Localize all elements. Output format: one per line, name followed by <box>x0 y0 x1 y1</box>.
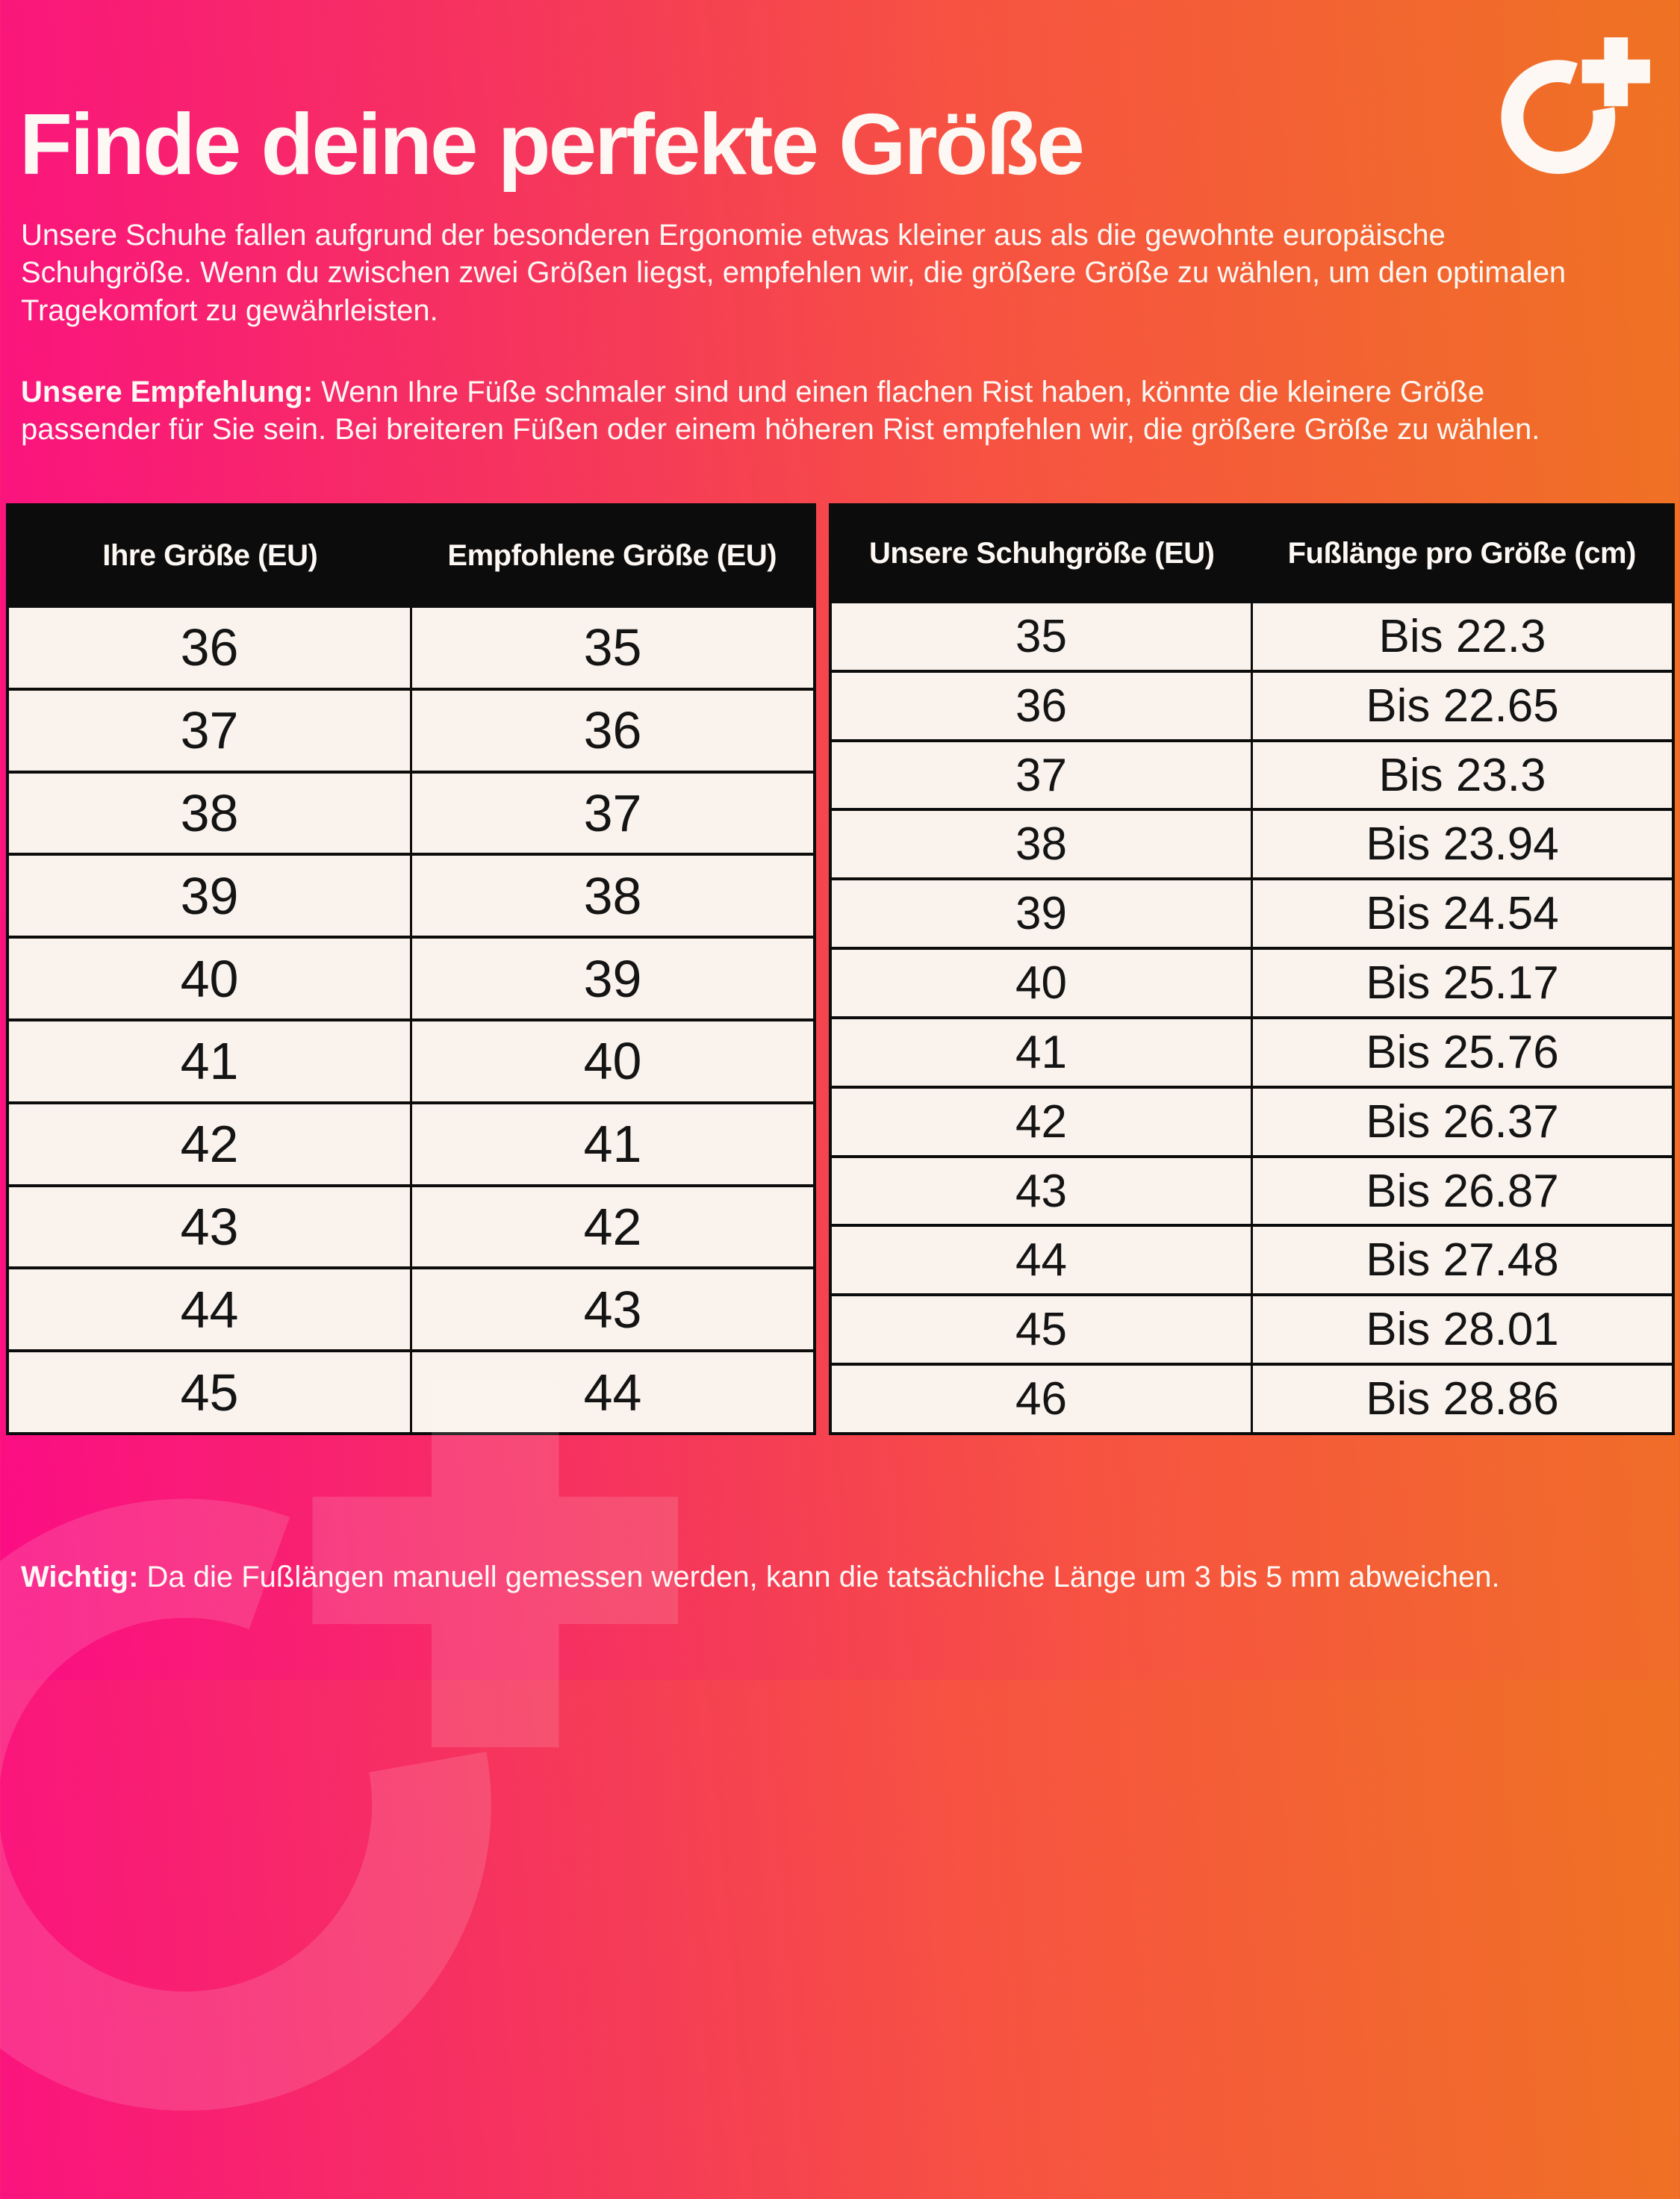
table-cell: 42 <box>180 1115 239 1174</box>
table-row: 40 Bis 25.17 <box>832 947 1672 1016</box>
table-cell: 44 <box>1015 1234 1067 1287</box>
watermark-logo-icon <box>0 1378 678 2111</box>
table-cell: 38 <box>410 856 813 936</box>
table-cell: 35 <box>410 608 813 688</box>
table-row: 35 Bis 22.3 <box>832 600 1672 670</box>
recommendation-text: Unsere Empfehlung: Wenn Ihre Füße schmal… <box>21 373 1611 449</box>
table-cell: 36 <box>180 618 239 677</box>
logo-plus-horizontal <box>1581 59 1650 84</box>
table-row: 36 Bis 22.65 <box>832 669 1672 739</box>
column-header: Unsere Schuhgröße (EU) <box>869 536 1215 570</box>
table-header-row: Ihre Größe (EU) Empfohlene Größe (EU) <box>9 506 813 605</box>
table-cell: 39 <box>180 866 239 925</box>
page-title: Finde deine perfekte Größe <box>19 95 1085 193</box>
table-cell: 39 <box>1015 888 1067 940</box>
table-row: 42 41 <box>9 1101 813 1184</box>
recommendation-label: Unsere Empfehlung: <box>21 376 314 408</box>
table-cell: 45 <box>1015 1304 1067 1356</box>
table-row: 45 44 <box>9 1349 813 1432</box>
table-cell: 36 <box>410 690 813 771</box>
table-cell: 40 <box>1015 957 1067 1010</box>
table-cell: Bis 28.86 <box>1251 1366 1672 1432</box>
table-cell: Bis 23.94 <box>1251 811 1672 878</box>
your-size-table: Ihre Größe (EU) Empfohlene Größe (EU) 36 35… <box>6 503 816 1435</box>
table-cell: 37 <box>410 773 813 853</box>
table-cell: 44 <box>180 1280 239 1339</box>
table-cell: 42 <box>410 1186 813 1267</box>
table-cell: 45 <box>180 1363 239 1422</box>
table-row: 44 Bis 27.48 <box>832 1224 1672 1294</box>
table-cell: Bis 22.3 <box>1251 603 1672 670</box>
table-row: 38 37 <box>9 770 813 853</box>
watermark-ring <box>0 1499 491 2111</box>
table-row: 46 Bis 28.86 <box>832 1363 1672 1432</box>
table-cell: Bis 27.48 <box>1251 1227 1672 1294</box>
table-cell: 40 <box>410 1021 813 1101</box>
table-cell: 38 <box>1015 818 1067 871</box>
table-cell: 46 <box>1015 1373 1067 1425</box>
table-cell: 43 <box>410 1269 813 1350</box>
table-row: 37 Bis 23.3 <box>832 738 1672 809</box>
foot-length-table: Unsere Schuhgröße (EU) Fußlänge pro Größe… <box>829 503 1675 1435</box>
table-row: 40 39 <box>9 936 813 1018</box>
table-cell: Bis 28.01 <box>1251 1296 1672 1363</box>
table-cell: 37 <box>180 701 239 760</box>
table-cell: Bis 22.65 <box>1251 672 1672 739</box>
table-cell: Bis 26.87 <box>1251 1157 1672 1225</box>
table-cell: 43 <box>180 1197 239 1256</box>
intro-text: Unsere Schuhe fallen aufgrund der besond… <box>21 219 1567 327</box>
table-cell: 44 <box>410 1352 813 1432</box>
table-cell: 39 <box>410 939 813 1018</box>
note-text: Wichtig: Da die Fußlängen manuell gemess… <box>21 1558 1626 1596</box>
watermark-plus-horizontal <box>312 1496 678 1624</box>
table-header-row: Unsere Schuhgröße (EU) Fußlänge pro Größe… <box>832 506 1672 600</box>
table-cell: Bis 23.3 <box>1251 741 1672 809</box>
note-label: Wichtig: <box>21 1561 139 1593</box>
column-header: Empfohlene Größe (EU) <box>447 538 777 572</box>
table-row: 44 43 <box>9 1266 813 1350</box>
table-row: 42 Bis 26.37 <box>832 1085 1672 1155</box>
table-cell: 41 <box>410 1104 813 1184</box>
table-row: 39 Bis 24.54 <box>832 877 1672 948</box>
recommendation-body: Wenn Ihre Füße schmaler sind und einen f… <box>21 376 1540 447</box>
table-cell: 40 <box>180 949 239 1008</box>
table-cell: 38 <box>180 783 239 842</box>
table-cell: 35 <box>1015 610 1067 662</box>
table-cell: 37 <box>1015 749 1067 801</box>
table-row: 38 Bis 23.94 <box>832 808 1672 878</box>
table-cell: 41 <box>180 1032 239 1091</box>
o-plus-logo-icon <box>1501 37 1650 174</box>
table-cell: Bis 24.54 <box>1251 880 1672 948</box>
table-cell: 42 <box>1015 1095 1067 1148</box>
table-cell: Bis 26.37 <box>1251 1088 1672 1155</box>
table-cell: 36 <box>1015 679 1067 732</box>
table-row: 41 Bis 25.76 <box>832 1015 1672 1086</box>
table-row: 37 36 <box>9 687 813 771</box>
column-header: Fußlänge pro Größe (cm) <box>1287 536 1637 570</box>
logo-ring <box>1501 60 1616 174</box>
column-header: Ihre Größe (EU) <box>102 538 318 572</box>
note-body: Da die Fußlängen manuell gemessen werden… <box>138 1561 1500 1593</box>
table-row: 41 40 <box>9 1018 813 1101</box>
table-cell: Bis 25.17 <box>1251 950 1672 1016</box>
table-row: 43 42 <box>9 1184 813 1267</box>
table-row: 39 38 <box>9 853 813 936</box>
table-cell: 41 <box>1015 1026 1067 1078</box>
table-row: 43 Bis 26.87 <box>832 1154 1672 1225</box>
table-row: 45 Bis 28.01 <box>832 1293 1672 1363</box>
table-row: 36 35 <box>9 605 813 688</box>
table-cell: 43 <box>1015 1165 1067 1217</box>
table-cell: Bis 25.76 <box>1251 1018 1672 1086</box>
